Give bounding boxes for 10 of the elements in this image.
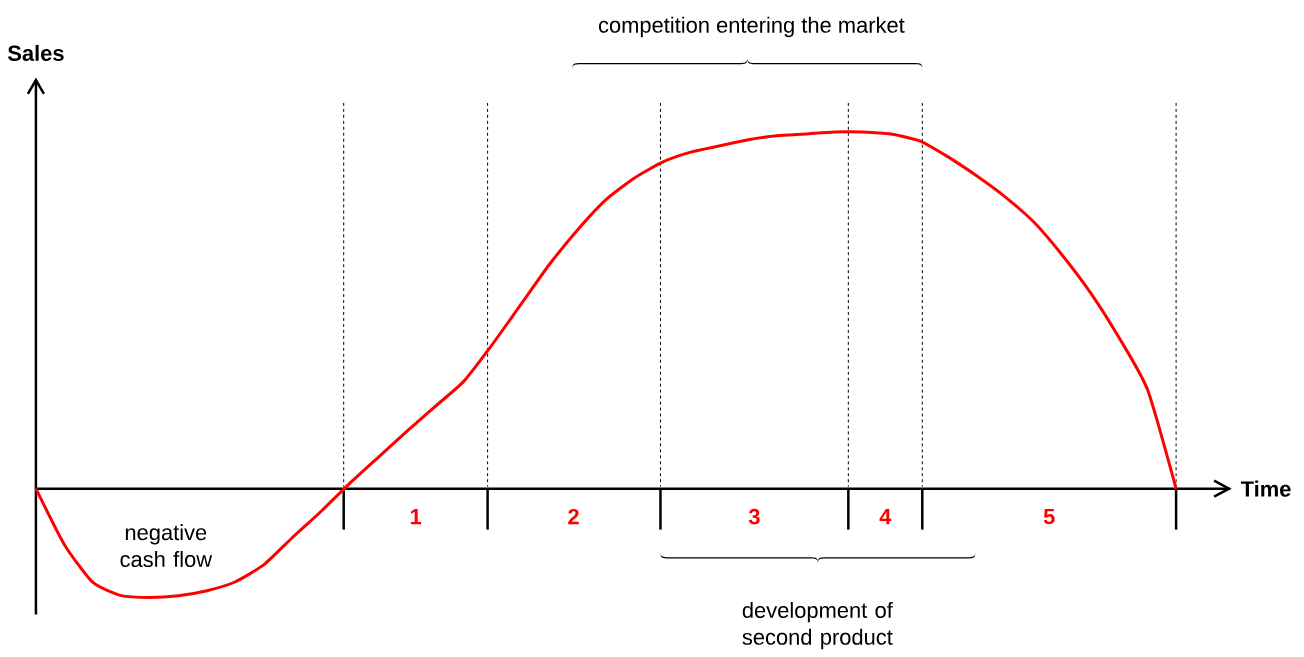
y-axis-title: Sales	[7, 45, 64, 62]
annotation: 2	[568, 509, 579, 525]
text: competition entering the market	[598, 16, 905, 38]
annotation: 1	[410, 509, 422, 525]
annotation: 5	[1043, 509, 1055, 525]
annotation: negative cash flow	[120, 524, 213, 568]
annotation: 4	[879, 509, 892, 525]
text: development of second product	[742, 602, 893, 650]
x-axis-title: Time	[1240, 480, 1291, 497]
annotation: 3	[748, 509, 760, 525]
